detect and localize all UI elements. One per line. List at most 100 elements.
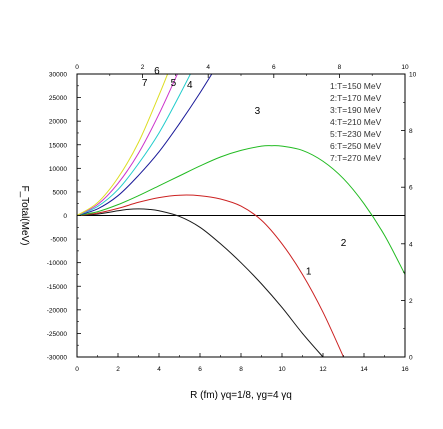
series-point-4	[97, 208, 98, 210]
series-point-3	[179, 175, 180, 177]
curve-label-2: 2	[341, 238, 347, 249]
series-line-1	[77, 208, 324, 357]
series-point-4	[199, 92, 201, 94]
legend-entry: 5:T=230 MeV	[330, 129, 382, 139]
y-left-tick-label: -5000	[50, 237, 67, 244]
series-line-5	[77, 74, 191, 216]
series-point-1	[179, 216, 180, 217]
series-point-3	[158, 185, 160, 187]
series-line-6	[77, 74, 178, 216]
series-point-2	[117, 208, 119, 209]
x-bottom-tick-label: 8	[239, 366, 243, 373]
series-line-4	[77, 74, 213, 216]
y-left-tick-label: 25000	[49, 95, 67, 102]
x-axis-title: R (fm) γq=1/8, γg=4 γq	[190, 390, 292, 401]
series-point-3	[363, 203, 365, 205]
y-left-tick-label: -25000	[47, 331, 68, 338]
y-left-tick-label: 15000	[49, 142, 67, 149]
y-axis-title: F_Total(MeV)	[19, 185, 30, 245]
series-point-4	[138, 175, 139, 176]
series-point-1	[127, 209, 129, 210]
series-point-6	[117, 183, 119, 184]
series-point-3	[343, 178, 344, 180]
chart-axes: 0 2 4 6 8 10 12 14 160 2 4 6 8 1030000250002000015000…	[47, 64, 417, 373]
series-point-7	[117, 177, 119, 179]
series-point-5	[138, 163, 139, 164]
y-right-tick-label: 4	[409, 241, 413, 248]
curve-label-7: 7	[142, 78, 148, 89]
series-point-3	[138, 195, 139, 197]
series-point-2	[302, 274, 303, 275]
x-bottom-tick-label: 16	[401, 366, 409, 373]
series-point-3	[384, 234, 385, 236]
curve-label-6: 6	[154, 66, 160, 77]
legend-entry: 4:T=210 MeV	[330, 117, 382, 127]
series-point-2	[322, 311, 324, 313]
curve-label-5: 5	[171, 78, 177, 89]
curve-label-3: 3	[255, 106, 261, 117]
series-point-3	[117, 204, 119, 206]
series-point-6	[189, 45, 190, 46]
x-top-tick-label: 2	[141, 64, 145, 71]
series-point-1	[199, 226, 201, 228]
x-bottom-tick-label: 10	[278, 366, 286, 373]
series-point-6	[97, 204, 98, 206]
series-point-2	[281, 243, 283, 245]
series-line-7	[77, 74, 169, 216]
x-top-tick-label: 6	[272, 64, 276, 71]
series-point-2	[199, 195, 201, 197]
series-point-5	[97, 206, 98, 207]
series-point-3	[261, 145, 262, 147]
y-left-tick-label: 20000	[49, 119, 67, 126]
y-left-tick-label: 0	[63, 213, 67, 220]
series-point-2	[261, 219, 262, 221]
y-left-tick-label: -15000	[47, 284, 68, 291]
series-point-7	[138, 142, 139, 143]
series-point-1	[117, 210, 119, 212]
x-bottom-tick-label: 12	[319, 366, 327, 373]
series-point-1	[148, 209, 150, 210]
y-right-tick-label: 8	[409, 128, 413, 135]
series-point-2	[158, 197, 160, 198]
series-point-7	[97, 202, 98, 204]
series-point-5	[158, 132, 160, 134]
series-point-5	[179, 94, 180, 96]
x-bottom-tick-label: 2	[116, 366, 120, 373]
series-point-2	[240, 205, 242, 207]
curve-label-4: 4	[187, 80, 193, 91]
series-point-2	[138, 201, 139, 203]
series-point-3	[302, 150, 303, 151]
x-bottom-tick-label: 0	[75, 366, 79, 373]
x-bottom-tick-label: 14	[360, 366, 368, 373]
x-top-tick-label: 4	[206, 64, 210, 71]
legend-entry: 3:T=190 MeV	[330, 105, 382, 115]
y-left-tick-label: -10000	[47, 260, 68, 267]
series-point-5	[117, 189, 119, 190]
x-bottom-tick-label: 6	[198, 366, 202, 373]
series-point-7	[158, 94, 160, 96]
series-point-6	[179, 69, 180, 70]
series-point-1	[220, 243, 221, 245]
series-point-4	[158, 151, 160, 153]
series-point-4	[220, 60, 221, 61]
series-point-3	[271, 145, 273, 147]
series-point-1	[97, 213, 98, 215]
series-point-3	[220, 156, 221, 158]
x-bottom-tick-label: 4	[157, 366, 161, 373]
series-point-1	[158, 210, 160, 212]
y-right-tick-label: 2	[409, 298, 413, 305]
series-point-2	[97, 212, 98, 214]
series-point-2	[179, 194, 180, 196]
series-point-3	[240, 150, 242, 151]
y-right-tick-label: 0	[409, 355, 413, 362]
series-point-6	[158, 113, 160, 115]
series-point-1	[281, 307, 283, 308]
x-top-tick-label: 10	[401, 64, 409, 71]
series-point-7	[171, 64, 172, 65]
series-point-3	[199, 165, 201, 167]
series-point-1	[261, 283, 262, 285]
y-left-tick-label: -30000	[47, 355, 68, 362]
legend-entry: 7:T=270 MeV	[330, 153, 382, 163]
